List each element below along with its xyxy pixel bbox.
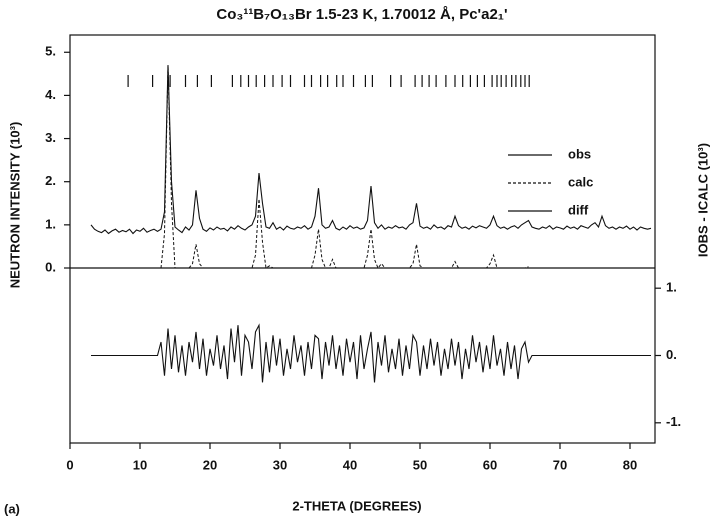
y2-tick-label: 1.: [666, 280, 677, 295]
legend-label: calc: [568, 174, 593, 189]
y-tick-label: 1.: [45, 216, 56, 231]
x-tick-label: 40: [343, 457, 357, 472]
x-tick-label: 0: [66, 457, 73, 472]
x-tick-label: 70: [553, 457, 567, 472]
x-tick-label: 60: [483, 457, 497, 472]
y-tick-label: 5.: [45, 44, 56, 59]
plot-frame: [69, 34, 656, 444]
y2-tick-label: -1.: [666, 414, 681, 429]
x-tick-label: 10: [133, 457, 147, 472]
series-calc: [160, 65, 529, 269]
y-tick-label: 3.: [45, 130, 56, 145]
series-diff: [91, 323, 651, 383]
x-tick-label: 30: [273, 457, 287, 472]
y2-axis-label: IOBS - ICALC (10³): [695, 143, 710, 257]
x-tick-label: 20: [203, 457, 217, 472]
x-tick-label: 50: [413, 457, 427, 472]
series-obs: [90, 65, 652, 235]
y-tick-label: 2.: [45, 173, 56, 188]
legend-label: diff: [568, 202, 589, 217]
legend-label: obs: [568, 146, 591, 161]
x-axis-label: 2-THETA (DEGREES): [292, 498, 421, 513]
y-tick-label: 0.: [45, 259, 56, 274]
panel-label: (a): [4, 501, 20, 516]
y-tick-label: 4.: [45, 87, 56, 102]
x-tick-label: 80: [623, 457, 637, 472]
y-axis-label: NEUTRON INTENSITY (10³): [7, 122, 22, 289]
chart-title: Co₃¹¹B₇O₁₃Br 1.5-23 K, 1.70012 Å, Pc'a2₁…: [216, 6, 507, 23]
y2-tick-label: 0.: [666, 347, 677, 362]
